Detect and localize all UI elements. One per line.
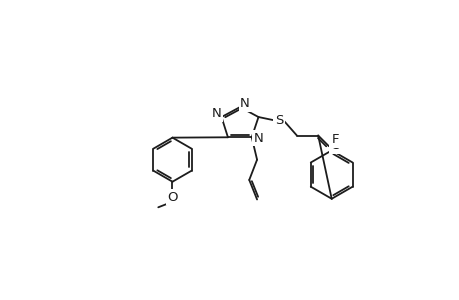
Text: F: F [331, 133, 338, 146]
Text: N: N [253, 132, 263, 145]
Text: N: N [240, 98, 249, 110]
Text: O: O [330, 139, 341, 152]
Text: S: S [274, 114, 283, 127]
Text: N: N [211, 107, 221, 120]
Text: O: O [167, 191, 177, 204]
